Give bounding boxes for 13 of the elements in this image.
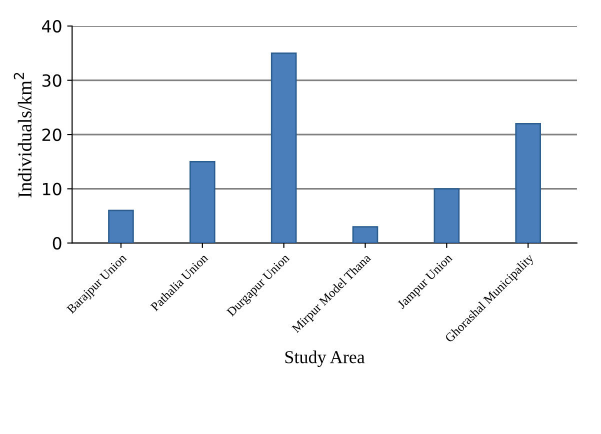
y-tick-label: 20	[42, 128, 62, 142]
bar	[434, 188, 460, 244]
y-axis-title: Individuals/km$^{2}$	[14, 72, 32, 198]
bar	[108, 210, 134, 244]
y-tick-label: 10	[43, 182, 62, 196]
y-tick-label: 0	[52, 237, 62, 250]
bar	[189, 160, 216, 244]
bar	[270, 52, 297, 244]
bar	[515, 122, 542, 244]
x-axis-title: Study Area	[285, 350, 365, 367]
y-tick-label: 40	[42, 20, 62, 33]
bar	[352, 226, 378, 244]
y-tick-label: 30	[42, 74, 62, 87]
